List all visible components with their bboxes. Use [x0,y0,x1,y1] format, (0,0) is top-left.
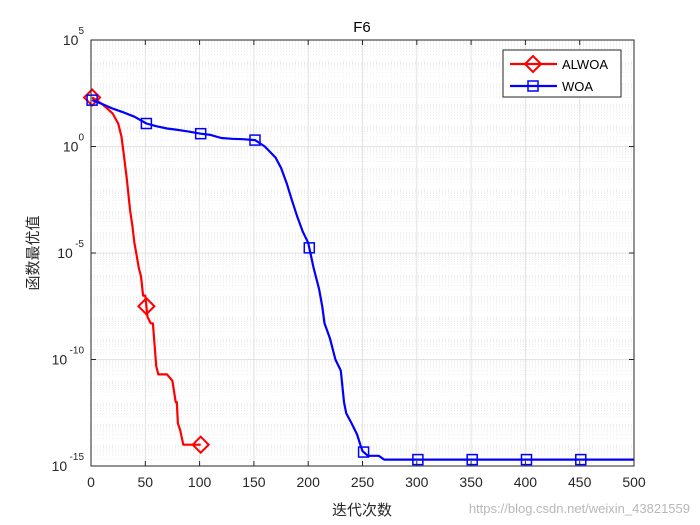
woa-marker [466,453,478,466]
legend-marker [523,54,543,74]
x-tick-label: 450 [568,474,592,490]
legend-box [502,49,622,98]
x-tick-label: 300 [405,474,429,490]
x-tick-label: 100 [188,474,212,490]
y-tick-exponent: -10 [70,346,85,357]
y-tick-base: 10 [52,352,68,368]
x-tick-label: 150 [242,474,266,490]
x-tick-label: 500 [622,474,646,490]
woa-marker [140,117,153,130]
y-tick-exponent: 5 [78,26,84,37]
series-line-woa [91,99,634,461]
y-tick-exponent: 0 [78,133,84,144]
x-axis-ticks: 0 50 100 150 200 250 300 350 400 450 500 [87,40,646,490]
y-tick-base: 10 [63,139,79,155]
woa-marker [575,453,587,466]
legend: ALWOA WOA [502,49,622,98]
woa-marker [412,453,424,466]
series-line-alwoa [91,96,201,446]
chart-title: F6 [353,19,371,36]
watermark-text: https://blog.csdn.net/weixin_43821559 [469,501,690,516]
y-tick-base: 10 [63,32,79,48]
woa-marker [357,446,370,458]
woa-marker [86,94,98,106]
y-tick-label: 510 [63,26,85,48]
y-tick-exponent: -15 [70,452,85,463]
legend-item-alwoa: ALWOA [510,54,608,74]
woa-marker [303,242,316,254]
woa-marker [194,127,207,140]
x-tick-label: 350 [459,474,483,490]
legend-item-woa: WOA [510,79,593,94]
x-tick-label: 200 [297,474,321,490]
series-woa [86,94,634,466]
y-tick-base: 10 [52,458,68,474]
x-tick-label: 250 [351,474,375,490]
y-axis-label: 函数最优值 [24,215,42,290]
x-axis-label: 迭代次数 [332,501,392,519]
legend-label: ALWOA [562,57,608,72]
x-tick-label: 0 [87,474,95,490]
alwoa-marker [136,296,156,316]
y-tick-exponent: -5 [75,239,84,250]
x-tick-label: 50 [138,474,154,490]
y-tick-label: -510 [57,239,84,261]
woa-marker [249,134,261,146]
x-tick-label: 400 [514,474,538,490]
legend-marker [527,80,539,92]
alwoa-marker [191,435,211,455]
series-layer [82,88,634,466]
y-tick-base: 10 [57,245,73,261]
woa-marker [520,453,533,466]
y-tick-label: 010 [63,133,85,155]
legend-label: WOA [562,79,593,94]
